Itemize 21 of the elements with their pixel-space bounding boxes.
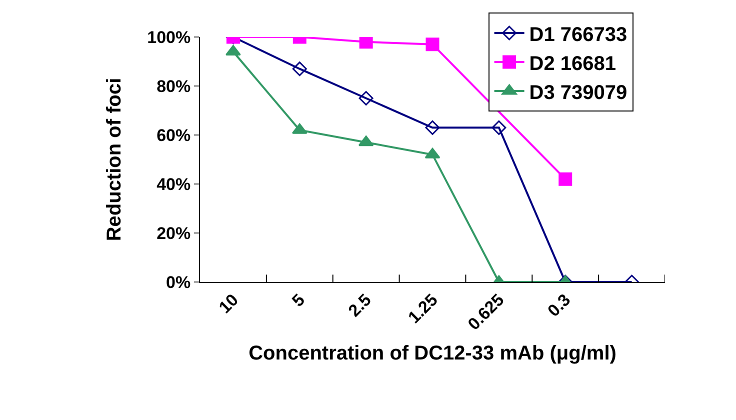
y-tick-label: 100% — [147, 28, 191, 47]
legend-label: D3 739079 — [529, 82, 628, 104]
legend-label: D1 766733 — [529, 24, 628, 46]
point — [292, 62, 307, 76]
y-tick-label: 60% — [156, 126, 191, 145]
y-tick-label: 0% — [166, 272, 191, 292]
y-tick-label: 80% — [156, 76, 191, 96]
x-tick-label: 0.3 — [544, 290, 574, 320]
point — [492, 120, 506, 135]
point — [359, 37, 373, 49]
y-tick-label: 40% — [156, 174, 191, 194]
y-axis-title: Reduction of foci — [104, 78, 126, 242]
point — [425, 120, 440, 135]
point — [426, 38, 440, 52]
x-tick-label: 2.5 — [344, 290, 375, 320]
point — [358, 91, 374, 106]
x-tick-label: 5 — [288, 290, 308, 310]
x-tick-label: 10 — [215, 290, 242, 318]
x-axis-title: Concentration of DC12-33 mAb (μg/ml) — [248, 342, 616, 364]
y-tick-label: 20% — [156, 224, 191, 243]
legend-label: D2 16681 — [529, 52, 616, 75]
